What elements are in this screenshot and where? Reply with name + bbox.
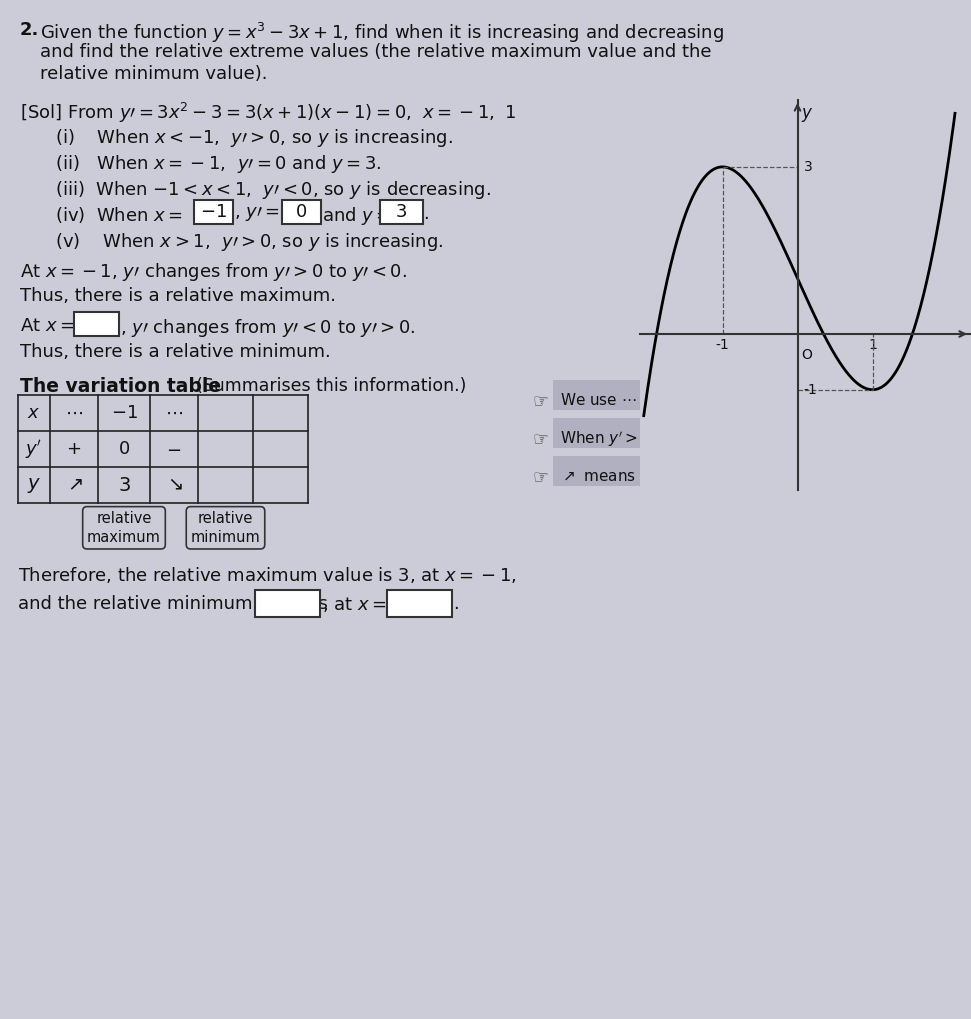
FancyBboxPatch shape [74,312,118,335]
Text: 2.: 2. [20,21,40,39]
Text: $\nearrow$ means increasing,  $\searrow$  means decreasing.: $\nearrow$ means increasing, $\searrow$ … [560,467,907,486]
FancyBboxPatch shape [254,590,319,616]
Text: $(\mathrm{i})$    When $x<-1$,  $y\prime>0$, so $y$ is increasing.: $(\mathrm{i})$ When $x<-1$, $y\prime>0$,… [55,127,452,149]
FancyBboxPatch shape [282,200,320,223]
Text: and the relative minimum value is: and the relative minimum value is [18,595,328,613]
Text: ☞: ☞ [532,468,548,486]
Text: $y$: $y$ [27,476,41,494]
Text: relative
maximum: relative maximum [87,511,161,544]
Text: $-1$: $-1$ [200,203,226,220]
Text: The variation table: The variation table [20,377,221,396]
Text: $(\mathrm{iii})$  When $-1<x<1$,  $y\prime<0$, so $y$ is decreasing.: $(\mathrm{iii})$ When $-1<x<1$, $y\prime… [55,179,491,201]
Text: 3: 3 [803,160,813,174]
Text: $0$: $0$ [117,440,130,458]
Text: relative
minimum: relative minimum [190,511,260,544]
Text: and find the relative extreme values (the relative maximum value and the: and find the relative extreme values (th… [40,43,712,61]
FancyBboxPatch shape [386,590,452,616]
Text: At $x=$: At $x=$ [20,317,75,335]
Text: $\searrow$: $\searrow$ [164,476,184,494]
Text: $y$: $y$ [801,106,814,123]
Text: , $y\prime$ changes from $y\prime<0$ to $y\prime>0$.: , $y\prime$ changes from $y\prime<0$ to … [120,317,416,339]
Text: $\nearrow$: $\nearrow$ [64,476,84,494]
Text: relative minimum value).: relative minimum value). [40,65,267,83]
Text: , $y\prime=$: , $y\prime=$ [234,205,280,223]
FancyBboxPatch shape [553,380,961,410]
Text: [Sol] From $y\prime=3x^2-3=3(x+1)(x-1)=0$,  $x=-1,\ 1$: [Sol] From $y\prime=3x^2-3=3(x+1)(x-1)=0… [20,101,516,125]
Text: $3$: $3$ [395,203,407,220]
Text: $\cdots$: $\cdots$ [65,404,83,422]
Text: $3$: $3$ [117,476,130,494]
FancyBboxPatch shape [380,200,422,223]
FancyBboxPatch shape [553,455,961,486]
Text: $-$: $-$ [166,440,182,458]
Text: We use $\cdots$ for the intervals of $x$ in (i), (iii) and (v).: We use $\cdots$ for the intervals of $x$… [560,391,935,409]
Text: $(\mathrm{v})$    When $x>1$,  $y\prime>0$, so $y$ is increasing.: $(\mathrm{v})$ When $x>1$, $y\prime>0$, … [55,231,444,253]
Text: $y'$: $y'$ [25,437,43,461]
Text: .: . [423,205,429,223]
Text: ☞: ☞ [532,430,548,448]
Text: At $x=-1$, $y\prime$ changes from $y\prime>0$ to $y\prime<0$.: At $x=-1$, $y\prime$ changes from $y\pri… [20,261,407,283]
Text: Thus, there is a relative minimum.: Thus, there is a relative minimum. [20,343,331,361]
Text: $0$: $0$ [295,203,307,220]
Text: , at $x=$: , at $x=$ [322,595,386,614]
Text: When $y'>0$ we use $+$ and when $y'<0$ we use $-$.: When $y'>0$ we use $+$ and when $y'<0$ w… [560,429,934,448]
Text: $(\mathrm{ii})$   When $x=-1$,  $y\prime=0$ and $y=3$.: $(\mathrm{ii})$ When $x=-1$, $y\prime=0$… [55,153,382,175]
FancyBboxPatch shape [553,418,961,448]
Text: $\cdots$: $\cdots$ [165,404,183,422]
FancyBboxPatch shape [193,200,232,223]
Text: O: O [801,347,812,362]
Text: -1: -1 [803,383,818,396]
Text: $x$: $x$ [27,404,41,422]
Text: Therefore, the relative maximum value is 3, at $x=-1$,: Therefore, the relative maximum value is… [18,565,517,585]
Text: ☞: ☞ [532,392,548,410]
Text: .: . [453,595,458,613]
Text: $-1$: $-1$ [111,404,138,422]
Text: Given the function $y = x^3-3x+1$, find when it is increasing and decreasing: Given the function $y = x^3-3x+1$, find … [40,21,724,45]
Text: $(\mathrm{iv})$  When $x=$: $(\mathrm{iv})$ When $x=$ [55,205,183,225]
Text: Thus, there is a relative maximum.: Thus, there is a relative maximum. [20,287,336,305]
Text: (Summarises this information.): (Summarises this information.) [196,377,466,395]
Text: $+$: $+$ [66,440,82,458]
Text: and $y=$: and $y=$ [322,205,391,227]
